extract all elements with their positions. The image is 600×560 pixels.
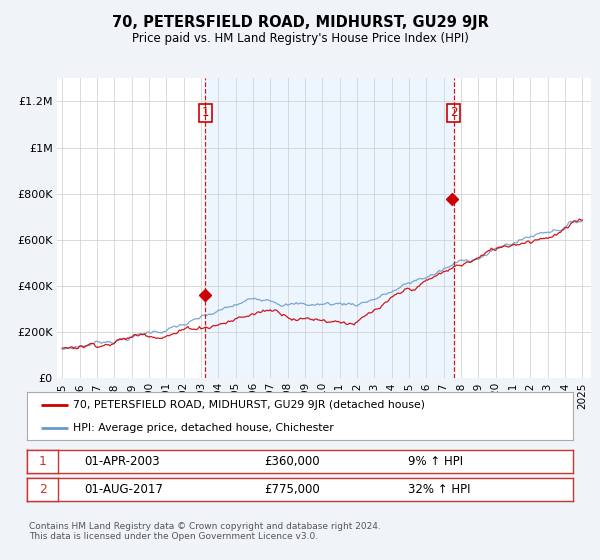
Text: 01-APR-2003: 01-APR-2003 (84, 455, 160, 468)
Text: £360,000: £360,000 (264, 455, 320, 468)
Text: 1: 1 (202, 106, 209, 119)
Text: 1: 1 (38, 455, 47, 468)
Text: 01-AUG-2017: 01-AUG-2017 (84, 483, 163, 496)
Bar (205, 78, 454, 378)
Text: £775,000: £775,000 (264, 483, 320, 496)
Text: 70, PETERSFIELD ROAD, MIDHURST, GU29 9JR: 70, PETERSFIELD ROAD, MIDHURST, GU29 9JR (112, 15, 488, 30)
Text: 9% ↑ HPI: 9% ↑ HPI (408, 455, 463, 468)
Text: Contains HM Land Registry data © Crown copyright and database right 2024.
This d: Contains HM Land Registry data © Crown c… (29, 522, 380, 542)
Text: 2: 2 (38, 483, 47, 496)
Text: 2: 2 (450, 106, 457, 119)
Text: 32% ↑ HPI: 32% ↑ HPI (408, 483, 470, 496)
Text: 70, PETERSFIELD ROAD, MIDHURST, GU29 9JR (detached house): 70, PETERSFIELD ROAD, MIDHURST, GU29 9JR… (73, 400, 425, 410)
Text: Price paid vs. HM Land Registry's House Price Index (HPI): Price paid vs. HM Land Registry's House … (131, 31, 469, 45)
Text: HPI: Average price, detached house, Chichester: HPI: Average price, detached house, Chic… (73, 423, 334, 433)
